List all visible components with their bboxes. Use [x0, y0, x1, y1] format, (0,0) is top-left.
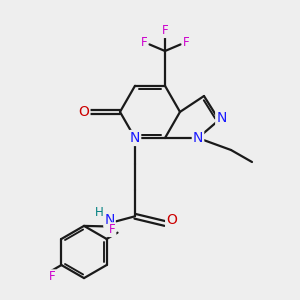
- Text: O: O: [79, 105, 89, 119]
- Text: O: O: [166, 214, 177, 227]
- Text: F: F: [183, 36, 189, 50]
- Text: N: N: [104, 213, 115, 227]
- Text: N: N: [130, 131, 140, 145]
- Text: N: N: [193, 131, 203, 145]
- Text: F: F: [109, 223, 116, 236]
- Text: H: H: [95, 206, 104, 220]
- Text: N: N: [216, 111, 226, 124]
- Text: F: F: [141, 36, 147, 50]
- Text: F: F: [49, 270, 55, 283]
- Text: F: F: [162, 24, 168, 37]
